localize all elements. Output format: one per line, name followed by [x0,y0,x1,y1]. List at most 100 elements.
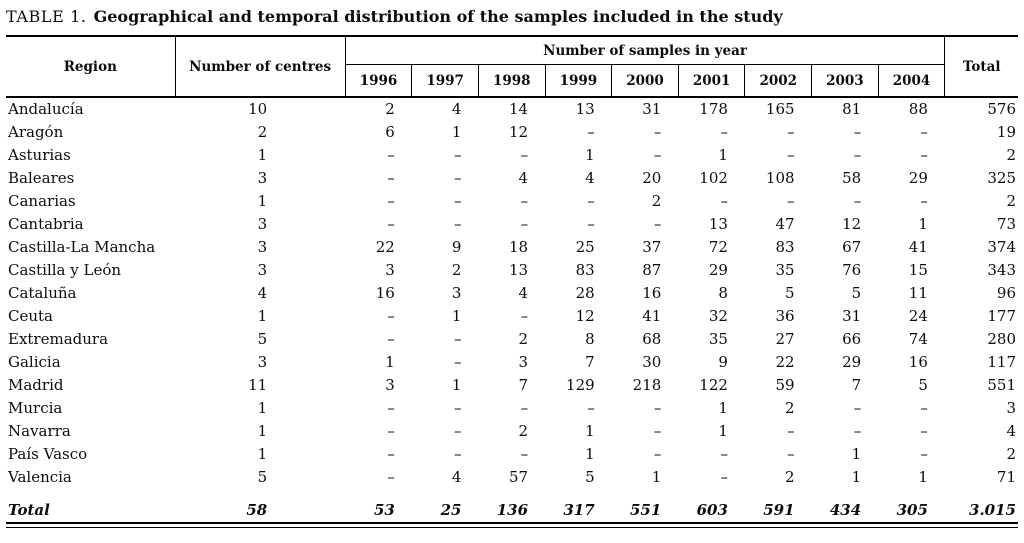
year-value-cell: – [853,146,862,164]
year-value-cell: 3 [385,261,395,279]
year-value-cell: 31 [842,307,862,325]
centres-cell: 4 [257,284,268,302]
year-value-cell: – [853,422,862,440]
year-value-cell: 178 [699,100,728,118]
year-value-cell: 37 [642,238,662,256]
region-cell: Total [6,498,176,524]
year-value-cell: 317 [545,498,612,524]
year-value-cell: – [453,353,462,371]
spacer-row [6,489,1018,498]
year-value-cell: 218 [632,376,662,394]
region-cell: Madrid [8,376,64,394]
year-value-cell: 68 [642,330,662,348]
paper-page: TABLE 1. Geographical and temporal distri… [0,6,1024,543]
year-value-cell: 108 [765,169,795,187]
year-value-cell: 2 [451,261,462,279]
year-value-cell: 24 [908,307,928,325]
year-value-cell: 25 [575,238,595,256]
table-body: Andalucía 10 2 4 14 13 31 178 165 81 88 576 Aragón 2 6… [6,97,1018,524]
year-value-cell: – [387,146,395,164]
table-row: Murcia 1 – – – – – 1 2 – – 3 [6,397,1018,420]
year-value-cell: – [920,399,928,417]
table-row: Cantabria 3 – – – – – 13 47 12 1 73 [6,213,1018,236]
centres-cell: 3 [257,238,268,256]
year-value-cell: 41 [908,238,928,256]
table-row: Extremadura 5 – – 2 8 68 35 27 66 74 280 [6,328,1018,351]
row-total-cell: 177 [987,307,1016,325]
year-value-cell: 87 [642,261,662,279]
year-value-cell: – [520,307,529,325]
year-value-cell: 32 [708,307,728,325]
year-value-cell: 81 [842,100,862,118]
table-caption-label: TABLE 1. [6,7,87,26]
year-value-cell: 3 [518,353,529,371]
year-value-cell: 28 [575,284,595,302]
year-value-cell: 5 [918,376,928,394]
year-value-cell: – [653,399,662,417]
year-value-cell: 1 [585,422,595,440]
column-header-year: 2003 [811,64,879,98]
region-cell: Valencia [8,468,72,486]
year-value-cell: 12 [508,123,529,141]
year-value-cell: 1 [451,307,462,325]
year-value-cell: 22 [375,238,395,256]
column-header-total: Total [944,36,1018,98]
year-value-cell: 591 [744,498,812,524]
year-value-cell: 2 [785,468,795,486]
year-value-cell: 16 [642,284,662,302]
year-value-cell: – [453,146,462,164]
year-value-cell: – [453,169,462,187]
region-cell: Aragón [8,123,64,141]
centres-cell: 3 [257,353,268,371]
row-total-cell: 4 [1006,422,1016,440]
year-value-cell: – [853,123,862,141]
year-value-cell: 4 [451,468,462,486]
year-value-cell: 1 [651,468,662,486]
year-value-cell: 14 [508,100,529,118]
year-value-cell: 4 [451,100,462,118]
year-value-cell: 27 [775,330,795,348]
column-header-year: 2004 [878,64,946,98]
row-total-cell: 2 [1006,146,1016,164]
year-value-cell: – [387,422,395,440]
region-cell: Cantabria [8,215,84,233]
year-value-cell: 11 [908,284,928,302]
year-value-cell: 3 [385,376,395,394]
year-value-cell: – [853,192,862,210]
year-value-cell: – [653,146,662,164]
year-value-cell: 2 [651,192,662,210]
table-caption: TABLE 1. Geographical and temporal distri… [6,6,1024,28]
year-value-cell: 72 [708,238,728,256]
year-value-cell: 1 [451,376,462,394]
row-total-cell: 576 [987,100,1016,118]
year-value-cell: – [387,445,395,463]
region-cell: Asturias [8,146,71,164]
year-value-cell: 22 [775,353,795,371]
centres-cell: 3 [257,261,268,279]
table-row: País Vasco 1 – – – 1 – – – 1 – 2 [6,443,1018,466]
year-value-cell: 2 [385,100,395,118]
year-value-cell: 53 [345,498,412,524]
row-total-cell: 2 [1006,445,1016,463]
year-value-cell: 35 [775,261,795,279]
centres-cell: 1 [257,146,268,164]
table-row: Cataluña 4 16 3 4 28 16 8 5 5 11 96 [6,282,1018,305]
year-value-cell: 58 [842,169,862,187]
region-cell: Murcia [8,399,63,417]
column-header-year: 1997 [411,64,479,98]
region-cell: País Vasco [8,445,88,463]
table-row: Ceuta 1 – 1 – 12 41 32 36 31 24 177 [6,305,1018,328]
centres-cell: 3 [257,215,268,233]
year-value-cell: – [387,169,395,187]
row-total-cell: 3.015 [944,498,1018,524]
year-value-cell: 29 [908,169,928,187]
centres-cell: 1 [257,192,268,210]
table-row: Baleares 3 – – 4 4 20 102 108 58 29 325 [6,167,1018,190]
year-value-cell: 6 [385,123,395,141]
year-value-cell: 76 [842,261,862,279]
table-row: Madrid 11 3 1 7 129 218 122 59 7 5 551 [6,374,1018,397]
year-value-cell: – [520,445,529,463]
table-row: Castilla-La Mancha 3 22 9 18 25 37 72 83 67 41 374 [6,236,1018,259]
year-value-cell: 4 [585,169,595,187]
row-total-cell: 280 [987,330,1016,348]
